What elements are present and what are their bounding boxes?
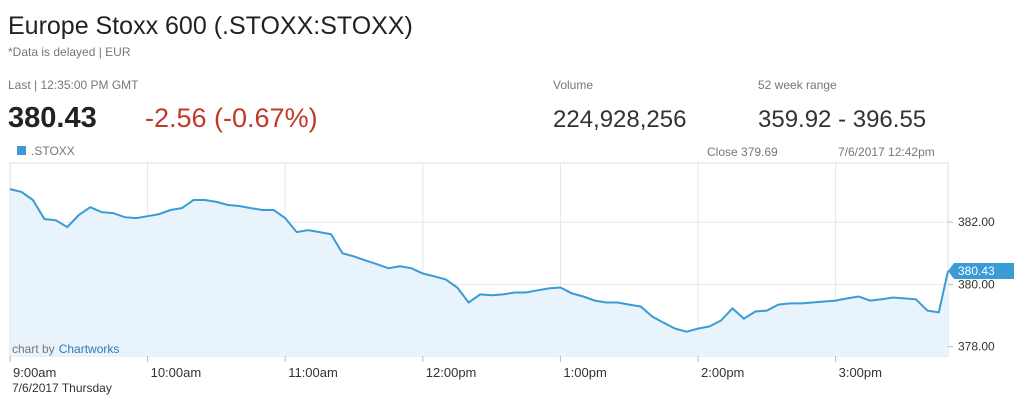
credit: chart by Chartworks [12,342,119,356]
x-tick-label: 9:00am [13,365,56,380]
timestamp: 7/6/2017 12:42pm [838,145,935,159]
plot: 378.00 380.00 382.00 9:00am 10:00am 11:00am 12… [9,163,1014,380]
credit-text: chart by [12,342,55,356]
area [10,189,948,356]
legend-label: .STOXX [31,144,75,158]
subtitle: *Data is delayed | EUR [8,45,131,59]
y-tick-label: 382.00 [958,215,995,229]
close-label: Close 379.69 [707,145,778,159]
y-tick-label: 378.00 [958,340,995,354]
y-tick-label: 380.00 [958,277,995,291]
last-price: 380.43 [8,102,97,134]
x-tick-label: 2:00pm [701,365,744,380]
change: -2.56 (-0.67%) [145,103,318,133]
credit-link[interactable]: Chartworks [59,342,120,356]
range-label: 52 week range [758,78,837,92]
last-price-tag [948,263,1014,280]
x-tick-label: 1:00pm [563,365,606,380]
x-tick-label: 11:00am [288,365,338,380]
title: Europe Stoxx 600 (.STOXX:STOXX) [8,12,413,40]
x-tick-label: 3:00pm [839,365,882,380]
x-tick-label: 10:00am [151,365,202,380]
volume-label: Volume [553,78,593,92]
line [9,188,949,333]
x-tick-label: 12:00pm [426,365,477,380]
legend-swatch [17,146,26,155]
range: 359.92 - 396.55 [758,106,926,133]
last-label: Last | 12:35:00 PM GMT [8,78,139,92]
volume: 224,928,256 [553,106,686,133]
last-price-label: 380.43 [958,264,995,278]
date-label: 7/6/2017 Thursday [12,381,112,395]
